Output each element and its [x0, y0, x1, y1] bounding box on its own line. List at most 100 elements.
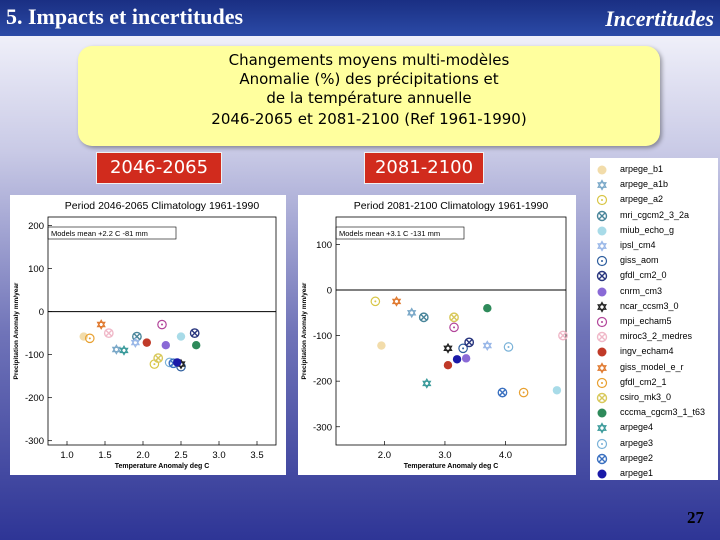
legend-label: arpege_a2 [620, 194, 664, 205]
data-point-cccma_cgcm3_1_t63 [192, 340, 201, 350]
plot-frame [47, 216, 277, 446]
y-tick-label: 200 [28, 221, 44, 232]
legend-item-arpege_a2: arpege_a2 [590, 192, 718, 209]
legend-item-gfdl_cm2_1: gfdl_cm2_1 [590, 375, 718, 392]
data-point-gfdl_cm2_0 [464, 337, 475, 348]
legend-item-giss_aom: giss_aom [590, 253, 718, 270]
period-label-2: 2081-2100 [364, 152, 484, 184]
legend-item-arpege2: arpege2 [590, 451, 718, 468]
data-point-ingv_echam4 [142, 338, 151, 347]
legend-symbol-icon [597, 287, 607, 297]
y-tick-label: -300 [313, 422, 332, 433]
legend-symbol-icon [596, 271, 608, 282]
legend-label: cnrm_cm3 [620, 285, 663, 296]
x-tick-label: 3.0 [438, 450, 451, 461]
data-point-arpege1 [452, 355, 462, 364]
legend-symbol-icon [597, 165, 607, 175]
legend-symbol-icon [596, 256, 608, 267]
y-tick-label: -300 [25, 436, 44, 447]
data-point-cnrm_cm3 [461, 354, 471, 363]
annotation-box [47, 226, 177, 240]
y-tick-label: 100 [28, 264, 44, 275]
legend-item-miub_echo_g: miub_echo_g [590, 223, 718, 240]
y-tick-label: -100 [25, 350, 44, 361]
y-tick-label: 0 [327, 285, 332, 296]
legend-label: cccma_cgcm3_1_t63 [620, 407, 706, 418]
data-point-gfdl_cm2_1 [518, 387, 529, 398]
y-tick-label: 100 [316, 240, 332, 251]
data-point-arpege_b1 [377, 341, 386, 350]
legend-label: mri_cgcm2_3_2a [620, 209, 690, 220]
legend-label: ncar_ccsm3_0 [620, 300, 679, 311]
x-tick-label: 3.0 [212, 450, 225, 461]
data-point-gfdl_cm2_0 [189, 328, 200, 339]
legend-symbol-icon [596, 453, 608, 464]
legend-label: arpege3 [620, 437, 654, 448]
data-point-mri_cgcm2_3_2a [418, 312, 429, 323]
chart-title: Period 2046-2065 Climatology 1961-1990 [65, 200, 260, 212]
data-point-miroc3_2_medres [558, 330, 568, 341]
data-point-cccma_cgcm3_1_t63 [483, 304, 492, 313]
x-tick-label: 1.0 [60, 450, 73, 461]
legend-symbol-icon [597, 347, 607, 357]
legend-item-arpege_a1b: arpege_a1b [590, 177, 718, 194]
slide-title: 5. Impacts et incertitudes [6, 4, 244, 29]
data-point-csiro_mk3_0 [449, 312, 459, 323]
models-mean-annotation: Models mean +3.1 C -131 mm [339, 229, 440, 238]
legend-label: ingv_echam4 [620, 346, 674, 357]
data-point-arpege_a1b [111, 344, 122, 355]
data-point-giss_model_e_r [96, 319, 106, 330]
data-point-giss_model_e_r [391, 296, 402, 307]
legend-symbol-icon [596, 210, 608, 221]
data-point-arpege_a2 [370, 296, 381, 307]
legend-label: arpege_b1 [620, 164, 664, 174]
legend-item-mpi_echam5: mpi_echam5 [590, 314, 718, 331]
summary-line-1: Changements moyens multi-modèles [228, 51, 510, 69]
scatter-chart-2081-2100: Period 2081-2100 Climatology 1961-1990 Mo… [298, 195, 576, 475]
data-point-csiro_mk3_0 [153, 353, 164, 364]
y-tick-label: -200 [313, 377, 332, 388]
data-point-arpege_a1b [406, 307, 417, 319]
x-axis-label: Temperature Anomaly deg C [404, 463, 499, 470]
legend-item-arpege1: arpege1 [590, 466, 718, 483]
legend-item-arpege4: arpege4 [590, 420, 718, 437]
legend-symbol-icon [597, 422, 607, 435]
legend-item-cnrm_cm3: cnrm_cm3 [590, 284, 718, 301]
legend-label: gfdl_cm2_0 [620, 270, 667, 281]
legend-symbol-icon [596, 331, 608, 343]
chart-title: Period 2081-2100 Climatology 1961-1990 [354, 200, 549, 212]
legend-item-csiro_mk3_0: csiro_mk3_0 [590, 390, 718, 407]
y-tick-label: -100 [313, 331, 332, 342]
legend-label: arpege4 [620, 422, 654, 433]
data-point-ingv_echam4 [443, 361, 453, 370]
legend-symbol-icon [596, 392, 608, 404]
x-tick-label: 1.5 [98, 450, 111, 461]
legend-symbol-icon [597, 361, 607, 374]
data-point-ipsl_cm4 [130, 337, 141, 349]
legend-label: arpege1 [620, 468, 654, 478]
legend-item-arpege3: arpege3 [590, 436, 718, 453]
legend-label: giss_aom [620, 255, 659, 266]
data-point-arpege4 [422, 377, 432, 389]
legend-item-ncar_ccsm3_0: ncar_ccsm3_0 [590, 299, 718, 316]
data-point-ipsl_cm4 [482, 340, 493, 351]
legend-label: gfdl_cm2_1 [620, 376, 667, 387]
legend-item-giss_model_e_r: giss_model_e_r [590, 360, 718, 377]
legend-item-arpege_b1: arpege_b1 [590, 162, 718, 179]
legend-item-ipsl_cm4: ipsl_cm4 [590, 238, 718, 255]
y-axis-label: Precipitation Anomaly mm/year [13, 282, 20, 379]
legend-item-miroc3_2_medres: miroc3_2_medres [590, 329, 718, 346]
data-point-mpi_echam5 [449, 322, 459, 333]
title-bar: 5. Impacts et incertitudes Incertitudes [0, 0, 720, 36]
x-tick-label: 2.0 [378, 450, 391, 461]
legend-label: miub_echo_g [620, 224, 675, 235]
y-tick-label: -200 [25, 393, 44, 404]
data-point-miub_echo_g [176, 332, 186, 341]
period-label-1: 2046-2065 [96, 152, 222, 184]
legend-symbol-icon [596, 195, 608, 206]
page-number: 27 [687, 508, 704, 527]
legend-label: miroc3_2_medres [620, 331, 693, 342]
y-tick-label: 0 [39, 307, 44, 318]
data-point-arpege3 [503, 342, 514, 352]
summary-box: Changements moyens multi-modèles Anomali… [78, 46, 660, 146]
